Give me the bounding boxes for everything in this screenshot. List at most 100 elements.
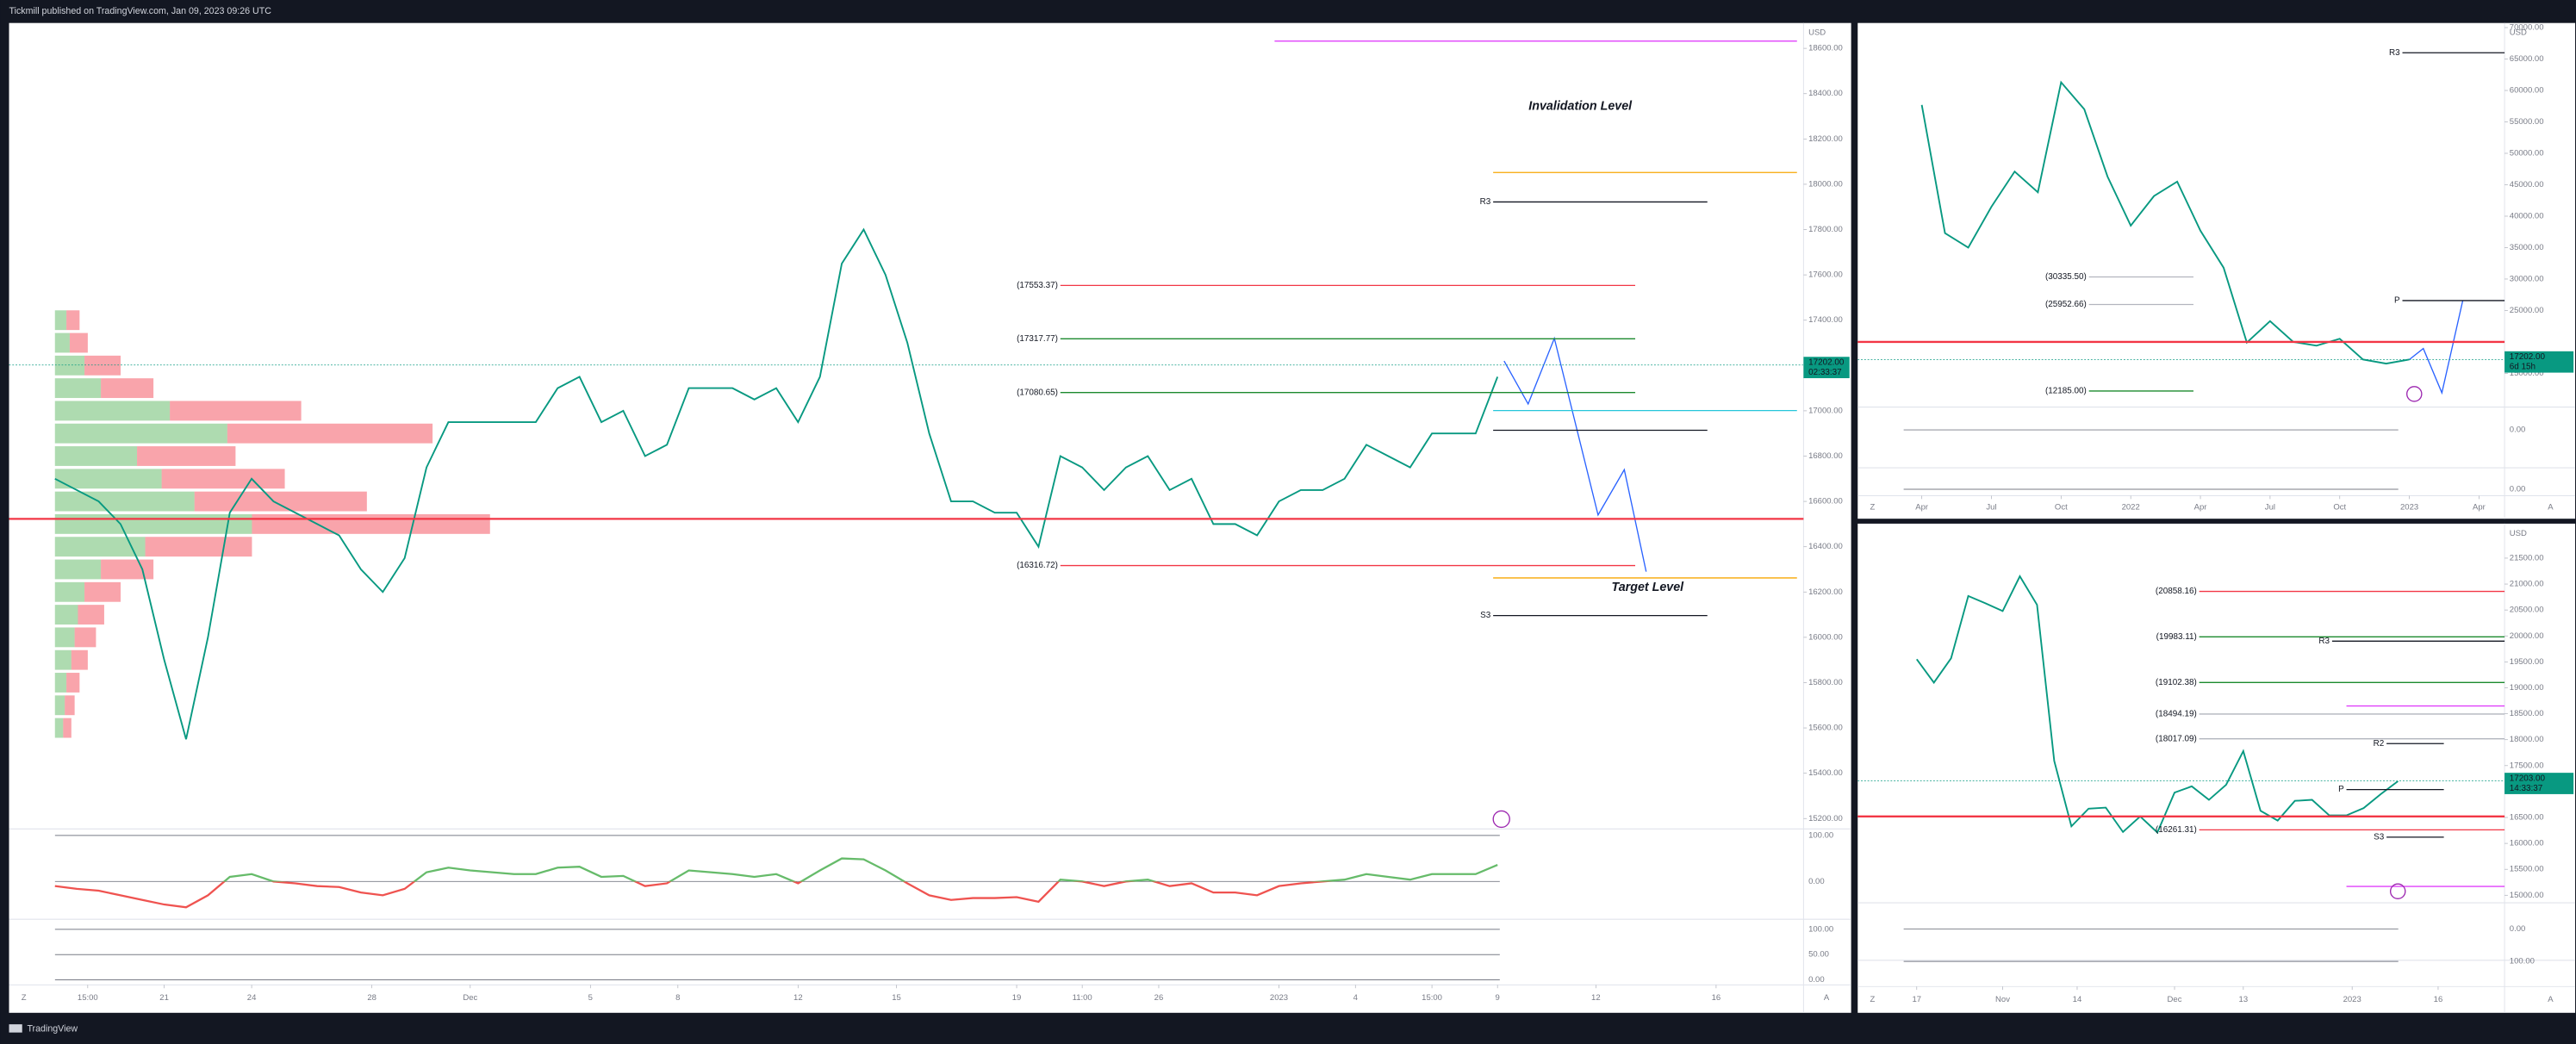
x-tick-label: 12 — [793, 993, 803, 1003]
x-tick-label: Dec — [463, 993, 477, 1003]
y-tick-label: 15000.00 — [2510, 891, 2544, 900]
currency-label: USD — [2510, 28, 2527, 38]
profile-sell — [145, 537, 252, 557]
y-tick-label: 17400.00 — [1808, 315, 1843, 325]
x-tick-label: 2023 — [2400, 502, 2418, 512]
last-price-tag — [2504, 351, 2574, 373]
oscillator-line — [54, 857, 1498, 909]
level-label: (18017.09) — [2156, 734, 2197, 743]
panel-tick-label: 100.00 — [1808, 924, 1833, 934]
publish-header: Tickmill published on TradingView.com, J… — [9, 6, 271, 16]
profile-sell — [71, 649, 88, 670]
y-tick-label: 40000.00 — [2510, 211, 2544, 221]
x-tick-label: Oct — [2055, 502, 2068, 512]
y-tick-label: 35000.00 — [2510, 243, 2544, 252]
y-tick-label: 21000.00 — [2510, 580, 2544, 589]
x-tick-label: 24 — [247, 993, 257, 1003]
auto-button[interactable]: A — [1824, 993, 1830, 1003]
profile-buy — [54, 537, 146, 557]
y-tick-label: 20000.00 — [2510, 631, 2544, 641]
x-tick-label: Jul — [1986, 502, 1996, 512]
x-tick-label: Nov — [1995, 995, 2010, 1004]
footer-logo — [9, 1024, 22, 1033]
y-tick-label: 18500.00 — [2510, 709, 2544, 718]
y-tick-label: 18000.00 — [2510, 735, 2544, 744]
x-tick-label: 2022 — [2122, 502, 2140, 512]
invalidation-note: Invalidation Level — [1528, 100, 1633, 114]
profile-sell — [63, 718, 72, 738]
x-tick-label: 19 — [1012, 993, 1022, 1003]
zoom-button[interactable]: Z — [1870, 502, 1876, 512]
y-tick-label: 17000.00 — [1808, 406, 1843, 415]
profile-sell — [252, 513, 490, 534]
y-tick-label: 16200.00 — [1808, 587, 1843, 597]
profile-sell — [78, 605, 104, 625]
level-label: (20858.16) — [2156, 587, 2197, 596]
y-tick-label: 20500.00 — [2510, 606, 2544, 615]
profile-buy — [54, 649, 72, 670]
projection-path — [2409, 300, 2464, 395]
y-tick-label: 15600.00 — [1808, 724, 1843, 733]
x-tick-label: 2023 — [1270, 993, 1288, 1003]
y-tick-label: 16800.00 — [1808, 451, 1843, 461]
panel-tick-label: 0.00 — [1808, 975, 1825, 985]
zoom-button[interactable]: Z — [22, 993, 27, 1003]
price-line — [1916, 575, 2399, 835]
y-tick-label: 21500.00 — [2510, 553, 2544, 562]
auto-button[interactable]: A — [2548, 502, 2554, 512]
profile-sell — [194, 491, 367, 512]
y-tick-label: 15200.00 — [1808, 814, 1843, 823]
currency-label: USD — [1808, 28, 1826, 38]
y-tick-label: 16000.00 — [2510, 839, 2544, 848]
event-icon — [2406, 386, 2423, 402]
profile-buy — [54, 559, 102, 580]
x-tick-label: 17 — [1912, 995, 1921, 1004]
x-tick-label: 15 — [892, 993, 901, 1003]
footer-brand: TradingView — [27, 1024, 78, 1035]
level-label: (16261.31) — [2156, 825, 2197, 835]
y-tick-label: 45000.00 — [2510, 180, 2544, 190]
level-label: P — [2338, 785, 2344, 794]
profile-sell — [84, 355, 121, 376]
y-tick-label: 16600.00 — [1808, 497, 1843, 506]
profile-sell — [170, 401, 302, 421]
profile-buy — [54, 310, 67, 331]
profile-buy — [54, 491, 195, 512]
profile-sell — [137, 446, 236, 466]
x-tick-label: 21 — [159, 993, 169, 1003]
profile-sell — [74, 627, 96, 648]
x-tick-label: 13 — [2239, 995, 2249, 1004]
last-price-label: 17203.00 — [2510, 774, 2546, 783]
y-tick-label: 50000.00 — [2510, 149, 2544, 158]
profile-sell — [66, 673, 80, 693]
weekly-pane — [1857, 22, 2576, 519]
profile-buy — [54, 332, 70, 353]
logo-mark — [9, 1024, 22, 1033]
price-line — [54, 227, 1499, 740]
y-tick-label: 17800.00 — [1808, 225, 1843, 234]
profile-buy — [54, 446, 138, 466]
currency-label: USD — [2510, 529, 2527, 538]
auto-button[interactable]: A — [2548, 995, 2554, 1004]
profile-sell — [101, 559, 154, 580]
level-label: S3 — [2374, 832, 2385, 842]
panel-tick-label: 0.00 — [2510, 924, 2526, 934]
y-tick-label: 15400.00 — [1808, 768, 1843, 778]
event-icons — [1492, 386, 2423, 900]
level-label: (12185.00) — [2045, 387, 2087, 396]
panel-tick-label: 0.00 — [1808, 877, 1825, 886]
x-tick-label: Apr — [1915, 502, 1929, 512]
level-label: (19102.38) — [2156, 678, 2197, 687]
level-label: R3 — [2318, 637, 2330, 646]
profile-buy — [54, 355, 85, 376]
y-tick-label: 17500.00 — [2510, 761, 2544, 770]
panel-tick-label: 0.00 — [2510, 426, 2526, 435]
zoom-button[interactable]: Z — [1870, 995, 1876, 1004]
x-tick-label: 9 — [1496, 993, 1500, 1003]
x-tick-label: 15:00 — [1422, 993, 1442, 1003]
price-pane — [1857, 575, 2505, 835]
x-tick-label: 12 — [1591, 993, 1601, 1003]
level-label: S3 — [1480, 611, 1491, 620]
